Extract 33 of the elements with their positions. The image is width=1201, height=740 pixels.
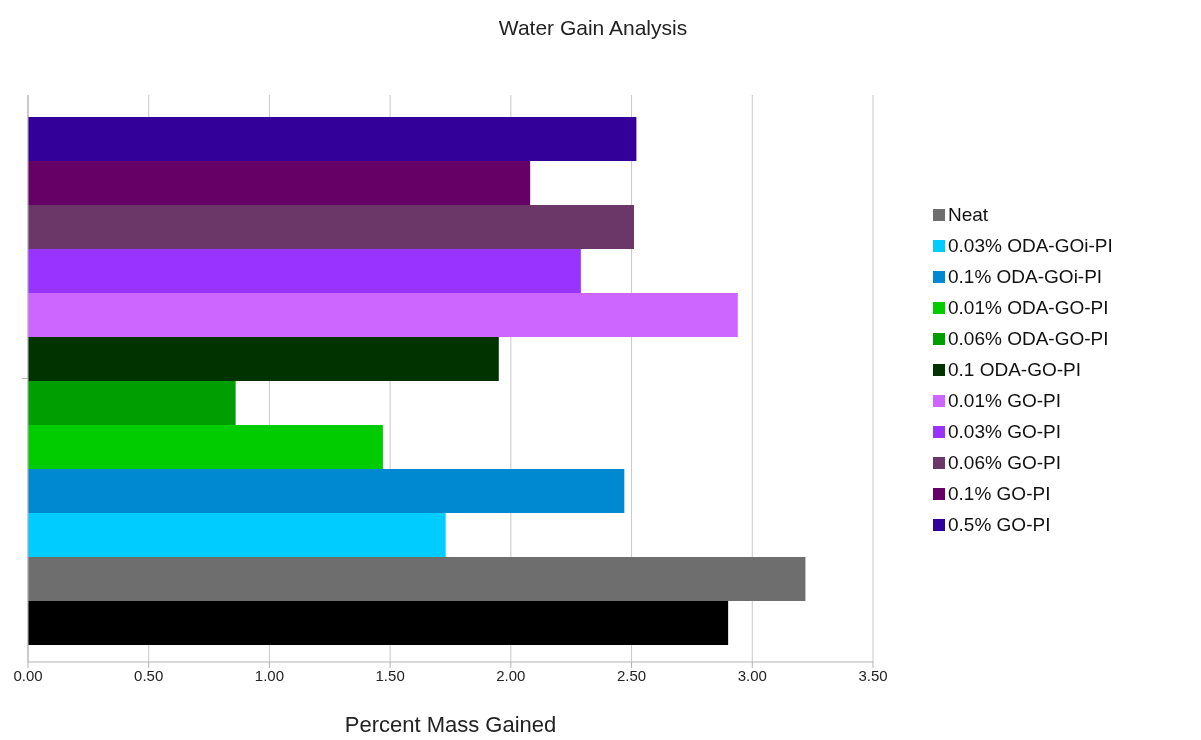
legend-label: 0.1% ODA-GOi-PI [948, 266, 1103, 288]
bar [28, 601, 729, 645]
x-tick-label: 1.00 [254, 666, 285, 684]
bar [28, 381, 236, 425]
chart-title: Water Gain Analysis [497, 16, 689, 40]
bar [28, 337, 499, 381]
legend-label: 0.03% ODA-GOi-PI [948, 235, 1113, 257]
x-tick-label: 3.00 [737, 666, 767, 684]
legend-label: 0.1% GO-PI [948, 483, 1051, 505]
legend-label: 0.5% GO-PI [948, 514, 1051, 536]
legend-label: Neat [948, 204, 989, 226]
legend-label: 0.06% ODA-GO-PI [948, 328, 1109, 350]
legend-label: 0.01% GO-PI [948, 390, 1061, 412]
legend-label: 0.06% GO-PI [948, 452, 1061, 474]
x-tick-label: 0.00 [13, 666, 43, 684]
bar [28, 469, 625, 513]
legend-label: 0.1 ODA-GO-PI [948, 359, 1082, 381]
bar [28, 117, 637, 161]
bar [28, 205, 634, 249]
x-tick-label: 2.50 [616, 666, 647, 684]
x-tick-label: 1.50 [375, 666, 405, 684]
bar [28, 249, 581, 293]
x-tick-label: 3.50 [858, 666, 888, 684]
x-tick-label: 0.50 [134, 666, 164, 684]
bar [28, 425, 383, 469]
x-tick-label: 2.00 [496, 666, 526, 684]
legend-label: 0.03% GO-PI [948, 421, 1061, 443]
bar [28, 513, 446, 557]
legend-label: 0.01% ODA-GO-PI [948, 297, 1109, 319]
bar [28, 161, 531, 205]
bar [28, 293, 738, 337]
x-axis-title: Percent Mass Gained [344, 712, 557, 737]
bar [28, 557, 806, 601]
